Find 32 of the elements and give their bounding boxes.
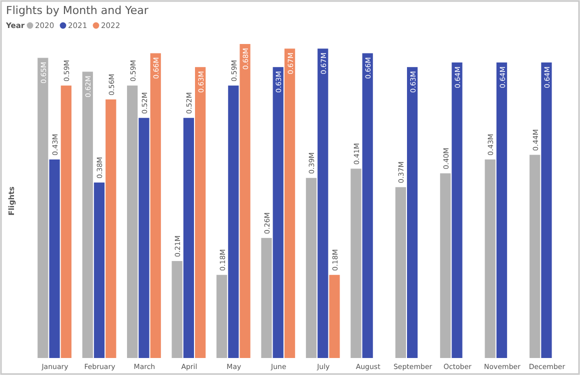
bar — [82, 72, 93, 358]
bar — [228, 86, 239, 358]
bar — [272, 67, 284, 358]
bar — [49, 159, 60, 358]
bar — [350, 168, 362, 358]
bar — [240, 44, 250, 358]
bar — [406, 67, 418, 358]
bar — [541, 62, 552, 358]
bar — [530, 154, 540, 358]
bar — [452, 62, 462, 358]
chart-title: Flights by Month and Year — [6, 4, 149, 17]
bar — [284, 48, 296, 358]
bar — [106, 99, 116, 358]
bar — [261, 238, 272, 358]
bar — [329, 274, 340, 358]
bar — [172, 261, 182, 358]
bar — [195, 67, 206, 358]
bar — [306, 178, 317, 358]
bar — [183, 118, 194, 358]
bar — [362, 53, 373, 358]
bar — [60, 86, 72, 358]
bar — [395, 187, 406, 358]
bar — [38, 58, 48, 358]
bar — [496, 62, 508, 358]
bar — [484, 159, 496, 358]
bar — [216, 274, 228, 358]
bar — [150, 53, 161, 358]
bar — [94, 182, 105, 358]
bar — [440, 173, 451, 358]
bar — [318, 48, 328, 358]
bar — [127, 86, 138, 358]
bar — [138, 118, 150, 358]
